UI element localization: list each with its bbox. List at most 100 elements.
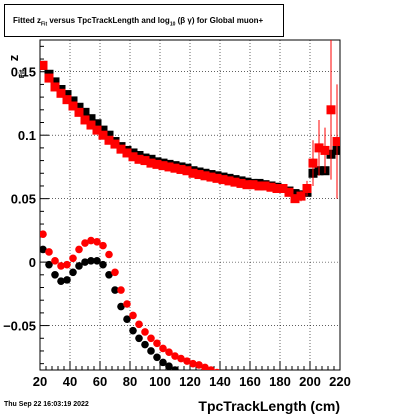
data-point-square [326, 105, 336, 115]
data-point-square [230, 177, 240, 187]
data-point-circle [81, 239, 89, 247]
data-point-circle [117, 286, 125, 294]
data-point-square [248, 180, 258, 190]
data-point-circle [141, 328, 149, 336]
data-point-circle [45, 248, 53, 256]
data-point-circle [69, 268, 77, 277]
data-point-circle [81, 258, 89, 266]
data-point-circle [159, 344, 167, 353]
data-point-square [62, 95, 72, 105]
data-point-square [332, 145, 340, 155]
x-tick-label: 60 [93, 374, 107, 389]
x-tick-label: 120 [179, 374, 201, 389]
data-point-square [200, 171, 210, 181]
date-stamp: Thu Sep 22 16:03:19 2022 [4, 401, 89, 408]
y-axis-title: z [6, 54, 21, 61]
data-point-circle [123, 315, 131, 324]
data-point-circle [57, 262, 65, 270]
x-tick-label: 200 [299, 374, 321, 389]
data-point-square [290, 194, 300, 204]
data-point-circle [111, 286, 119, 294]
data-point-circle [171, 352, 179, 360]
data-point-square [164, 162, 174, 172]
data-point-circle [105, 250, 113, 259]
y-axis-title-subscript: Fit [19, 69, 26, 78]
data-point-square [110, 139, 120, 149]
y-tick-label: 0.1 [18, 128, 36, 143]
y-tick-label: −0.05 [3, 319, 36, 334]
data-point-circle [129, 311, 137, 320]
data-point-square [272, 184, 282, 193]
data-point-circle [51, 271, 59, 279]
data-point-square [158, 161, 168, 171]
x-axis-title: TpcTrackLength (cm) [198, 398, 340, 414]
data-point-square [74, 107, 84, 117]
data-point-circle [207, 366, 215, 370]
data-point-square [176, 164, 186, 174]
data-point-square [122, 148, 132, 158]
data-point-square [92, 119, 102, 129]
data-point-square [320, 145, 330, 155]
data-point-circle [189, 359, 197, 368]
data-point-circle [93, 257, 101, 265]
x-tick-label: 160 [239, 374, 261, 389]
data-point-square [98, 130, 108, 140]
data-point-square [188, 168, 198, 178]
data-point-square [92, 125, 102, 135]
data-point-square [104, 130, 114, 140]
data-point-square [86, 114, 96, 124]
data-point-square [68, 96, 78, 106]
data-point-square [128, 152, 138, 162]
data-point-circle [159, 358, 167, 367]
data-point-square [40, 60, 48, 70]
data-point-square [332, 137, 340, 147]
data-point-square [134, 154, 144, 164]
data-point-circle [165, 362, 173, 370]
data-point-square [50, 82, 60, 92]
data-point-square [182, 166, 192, 176]
data-point-circle [87, 236, 95, 245]
data-point-circle [75, 262, 83, 270]
data-point-square [56, 88, 66, 98]
data-point-circle [147, 334, 155, 343]
data-point-square [194, 170, 204, 180]
data-point-square [86, 120, 96, 130]
data-point-square [212, 173, 222, 183]
data-point-square [254, 181, 264, 191]
data-point-square [116, 144, 126, 154]
x-tick-label: 220 [329, 374, 351, 389]
data-point-circle [51, 257, 59, 265]
data-point-circle [177, 354, 185, 363]
data-point-square [98, 125, 108, 135]
data-point-square [146, 158, 156, 168]
data-point-circle [105, 271, 113, 279]
data-point-circle [45, 260, 53, 269]
data-point-circle [135, 334, 143, 343]
data-point-circle [75, 245, 83, 254]
data-point-square [68, 101, 78, 111]
data-point-square [266, 182, 276, 192]
data-point-square [224, 176, 234, 186]
data-point-square [242, 180, 252, 190]
data-point-square [74, 102, 84, 112]
data-point-circle [69, 254, 77, 263]
y-tick-label: 0 [29, 255, 36, 270]
data-point-circle [153, 339, 161, 348]
x-tick-label: 20 [33, 374, 47, 389]
data-point-circle [135, 320, 143, 329]
chart-title: Fitted zFit versus TpcTrackLength and lo… [4, 4, 284, 37]
data-point-circle [129, 326, 137, 335]
data-point-circle [171, 366, 179, 370]
data-point-circle [153, 353, 161, 362]
data-point-square [206, 172, 216, 182]
data-point-square [50, 77, 60, 87]
data-point-circle [195, 361, 203, 369]
data-point-square [290, 189, 300, 199]
data-point-circle [99, 260, 107, 269]
x-tick-label: 140 [209, 374, 231, 389]
data-point-circle [165, 348, 173, 357]
data-point-circle [87, 257, 95, 265]
x-tick-label: 100 [149, 374, 171, 389]
data-point-circle [40, 245, 47, 254]
data-point-square [104, 135, 114, 145]
